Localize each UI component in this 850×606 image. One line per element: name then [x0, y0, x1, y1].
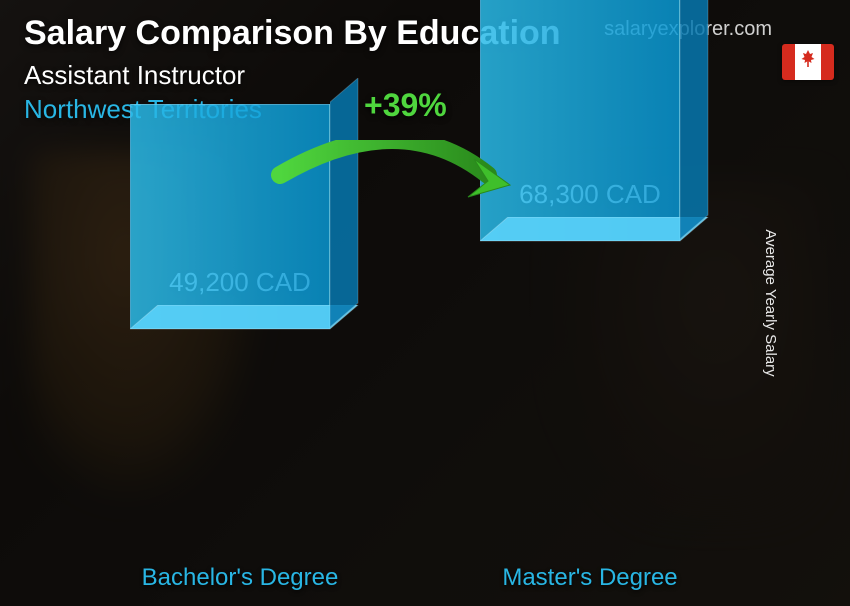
percent-increase-label: +39%	[364, 87, 447, 124]
canada-flag-icon	[782, 44, 834, 80]
chart-area: 49,200 CAD Bachelor's Degree 68,300 CAD …	[70, 140, 790, 554]
bar-category-label: Bachelor's Degree	[140, 564, 340, 592]
subtitle-role: Assistant Instructor	[24, 60, 245, 91]
bar-masters: 68,300 CAD Master's Degree	[480, 241, 680, 554]
bar-category-label: Master's Degree	[490, 564, 690, 592]
chart-content: Salary Comparison By Education Assistant…	[0, 0, 850, 606]
bar-bachelors: 49,200 CAD Bachelor's Degree	[130, 329, 330, 554]
